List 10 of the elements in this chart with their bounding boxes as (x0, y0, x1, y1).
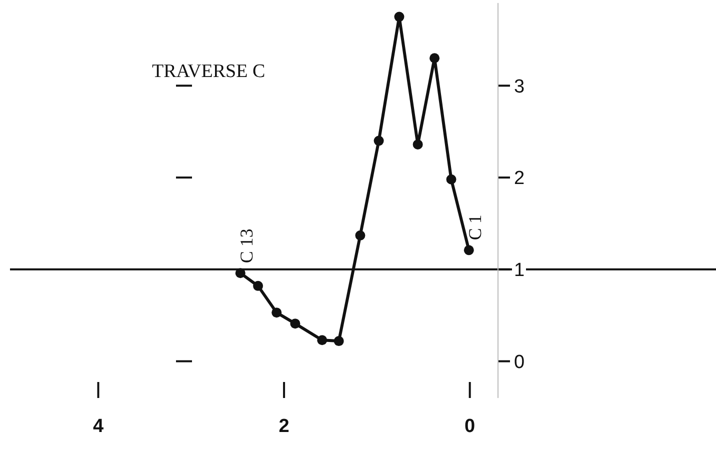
annotation: C 1 (464, 214, 485, 240)
x-tick-label: 0 (464, 416, 476, 437)
x-tick-label: 4 (92, 416, 104, 437)
y-tick-label: 2 (514, 168, 525, 190)
y-tick-label: 0 (514, 352, 525, 373)
text: TRAVERSE C (152, 61, 266, 82)
y-tick-label: 1 (514, 260, 525, 282)
x-tick-label: 2 (278, 416, 290, 437)
y-tick-label: 3 (514, 76, 525, 98)
annotation: C 13 (236, 228, 256, 264)
